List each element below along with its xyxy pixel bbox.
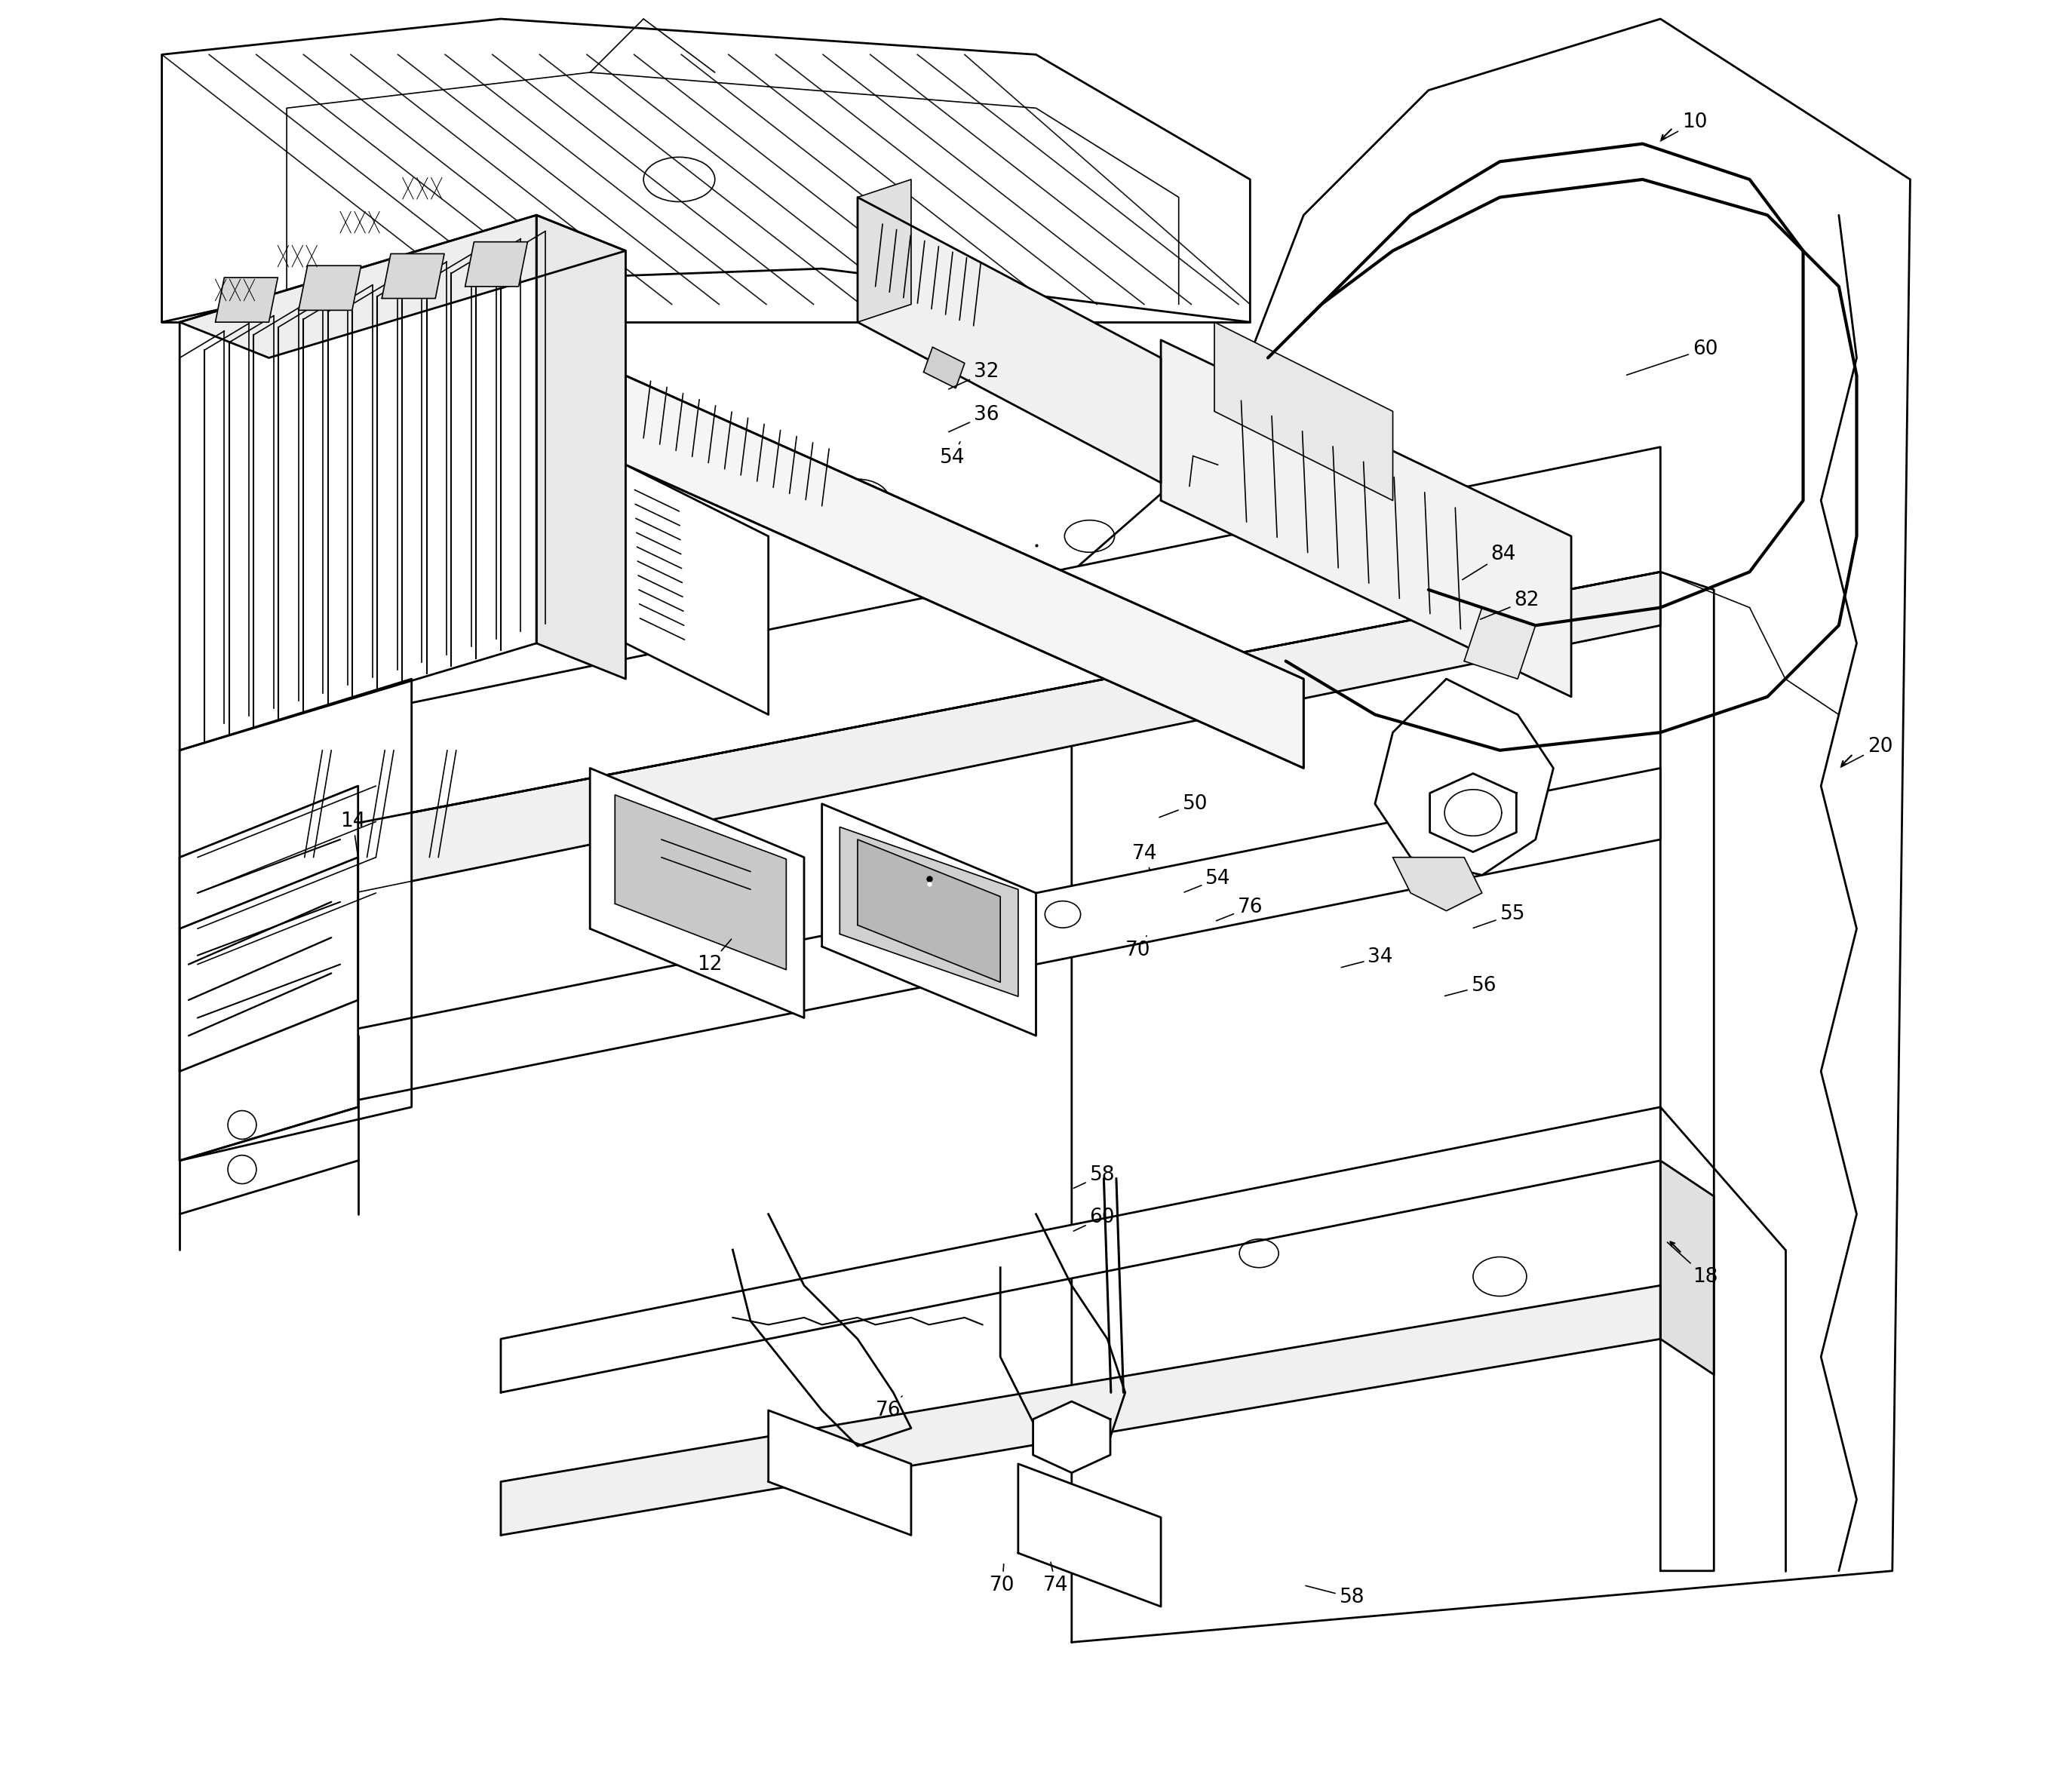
Text: 18: 18 [1668,1243,1718,1286]
Text: 76: 76 [1216,898,1262,922]
Text: 56: 56 [1444,975,1496,997]
Polygon shape [591,768,804,1018]
Text: 54: 54 [941,441,966,468]
Polygon shape [1660,572,1714,1572]
Polygon shape [180,214,626,357]
Polygon shape [501,1107,1660,1393]
Polygon shape [858,839,1001,982]
Text: 58: 58 [1073,1164,1115,1188]
Polygon shape [1071,20,1910,1643]
Text: 14: 14 [340,813,365,855]
Text: 34: 34 [1341,947,1392,968]
Polygon shape [1017,1465,1160,1607]
Text: 20: 20 [1840,738,1892,768]
Text: 60: 60 [1627,339,1718,375]
Polygon shape [162,20,1249,321]
Polygon shape [823,804,1036,1036]
Polygon shape [1465,607,1535,679]
Text: 60: 60 [1073,1207,1115,1231]
Polygon shape [215,277,278,321]
Polygon shape [180,447,1660,857]
Polygon shape [1160,339,1571,697]
Polygon shape [180,214,537,750]
Polygon shape [769,1411,912,1536]
Text: 55: 55 [1473,904,1525,929]
Polygon shape [180,679,412,1161]
Polygon shape [1392,857,1481,911]
Text: 54: 54 [1185,870,1231,893]
Polygon shape [615,795,785,970]
Polygon shape [1376,679,1554,875]
Polygon shape [858,179,912,321]
Text: 58: 58 [1305,1586,1365,1607]
Polygon shape [1034,1402,1111,1473]
Polygon shape [180,786,358,1072]
Text: 84: 84 [1463,545,1517,580]
Text: 36: 36 [949,405,999,432]
Polygon shape [858,196,1160,482]
Polygon shape [501,1286,1660,1536]
Text: 74: 74 [1131,845,1158,870]
Polygon shape [537,214,626,679]
Polygon shape [298,266,361,311]
Text: 82: 82 [1479,591,1539,620]
Polygon shape [180,857,358,1161]
Text: 70: 70 [1125,936,1150,959]
Polygon shape [1214,321,1392,500]
Polygon shape [924,346,966,388]
Polygon shape [839,827,1017,997]
Polygon shape [626,375,1303,768]
Polygon shape [464,241,528,286]
Polygon shape [180,572,1660,929]
Polygon shape [323,768,1660,1107]
Polygon shape [626,375,1303,768]
Polygon shape [1430,773,1517,852]
Polygon shape [626,464,769,714]
Text: 50: 50 [1158,795,1208,818]
Text: 76: 76 [876,1397,901,1420]
Text: 70: 70 [990,1565,1015,1595]
Text: 74: 74 [1042,1563,1069,1595]
Polygon shape [1160,339,1571,697]
Polygon shape [1660,1161,1714,1375]
Text: 12: 12 [696,939,731,973]
Text: 32: 32 [949,363,999,389]
Polygon shape [381,254,443,298]
Polygon shape [858,196,1160,482]
Text: 10: 10 [1660,113,1707,141]
